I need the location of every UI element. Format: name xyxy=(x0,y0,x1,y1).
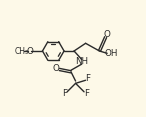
Text: F: F xyxy=(84,89,89,98)
Text: CH₃: CH₃ xyxy=(14,46,28,55)
Text: OH: OH xyxy=(104,49,118,58)
Text: NH: NH xyxy=(75,57,88,66)
Text: O: O xyxy=(103,30,110,39)
Text: F: F xyxy=(85,74,90,83)
Text: O: O xyxy=(53,64,60,73)
Text: O: O xyxy=(26,46,33,55)
Text: F: F xyxy=(62,89,67,98)
